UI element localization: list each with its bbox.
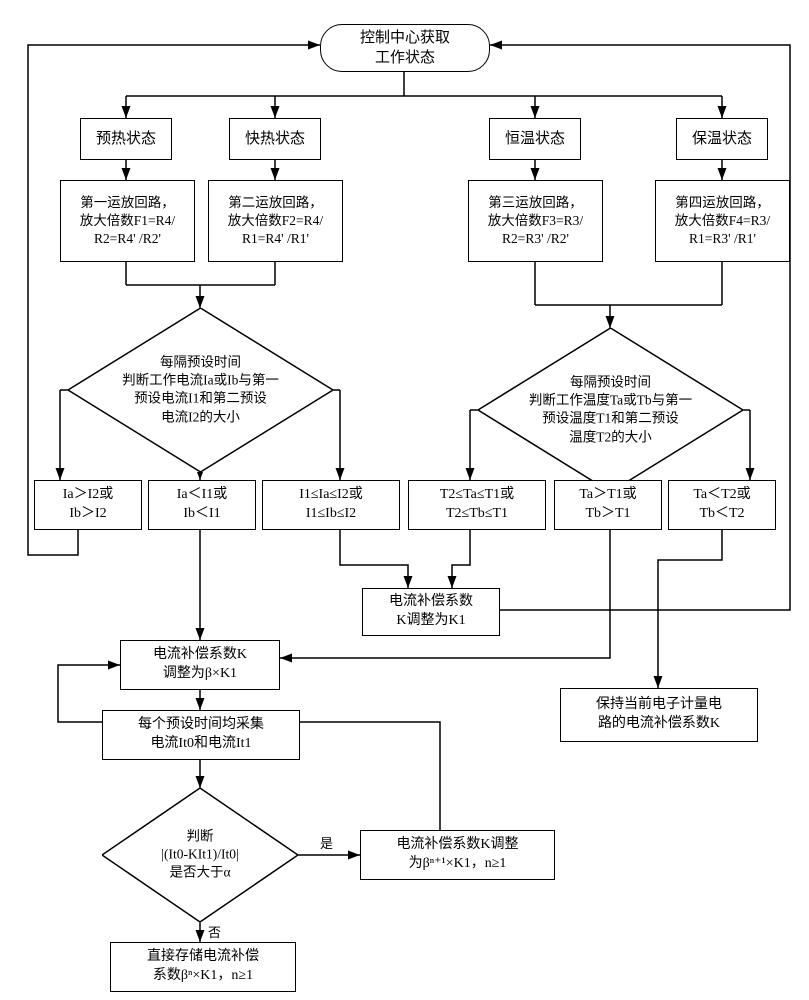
circuit-3: 第三运放回路， 放大倍数F3=R3/ R2=R3' /R2' [468, 180, 603, 262]
action-store: 直接存储电流补偿 系数βⁿ×K1，n≥1 [110, 942, 296, 992]
cond-r2: Ta＞T1或 Tb＞T1 [554, 480, 662, 530]
action-keep: 保持当前电子计量电 路的电流补偿系数K [560, 688, 758, 742]
circuit-4: 第四运放回路， 放大倍数F4=R3/ R1=R3' /R1' [655, 180, 790, 262]
cond-l1: Ia＞I2或 Ib＞I2 [34, 480, 142, 530]
state-keep-warm: 保温状态 [676, 118, 768, 160]
action-sample: 每个预设时间均采集 电流It0和电流It1 [102, 710, 300, 760]
cond-l2: Ia＜I1或 Ib＜I1 [148, 480, 256, 530]
cond-l3: I1≤Ia≤I2或 I1≤Ib≤I2 [262, 480, 400, 530]
action-k-to-k1: 电流补偿系数 K调整为K1 [362, 588, 500, 636]
state-preheat: 预热状态 [80, 118, 172, 160]
label-yes: 是 [320, 833, 333, 852]
label-no: 否 [208, 922, 221, 941]
state-const-temp: 恒温状态 [489, 118, 581, 160]
cond-r3: Ta＜T2或 Tb＜T2 [668, 480, 776, 530]
state-fastheat: 快热状态 [229, 118, 321, 160]
action-k-beta-k1: 电流补偿系数K 调整为β×K1 [120, 640, 280, 690]
circuit-2: 第二运放回路， 放大倍数F2=R4/ R1=R4' /R1' [208, 180, 343, 262]
decision-current: 每隔预设时间 判断工作电流Ia或Ib与第一 预设电流I1和第二预设 电流I2的大… [68, 308, 333, 472]
start-node: 控制中心获取 工作状态 [320, 24, 490, 72]
cond-r1: T2≤Ta≤T1或 T2≤Tb≤T1 [408, 480, 546, 530]
action-adjust-beta-n1: 电流补偿系数K调整 为βⁿ⁺¹×K1，n≥1 [360, 830, 555, 880]
decision-alpha: 判断 |(It0-KIt1)/It0| 是否大于α [102, 788, 298, 922]
circuit-1: 第一运放回路， 放大倍数F1=R4/ R2=R4' /R2' [60, 180, 195, 262]
decision-temperature: 每隔预设时间 判断工作温度Ta或Tb与第一 预设温度T1和第二预设 温度T2的大… [478, 328, 743, 492]
